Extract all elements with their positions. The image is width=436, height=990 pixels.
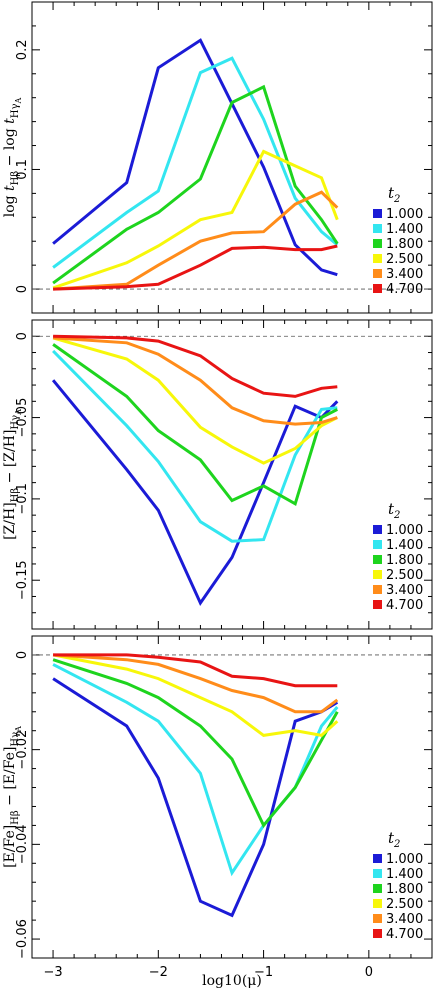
series-line-3.400 xyxy=(53,190,339,291)
panel-3: 0 −0.02 −0.04 −0.06 −3 −2 −1 0 t2 1.0001.4001.800… xyxy=(2,635,433,980)
y-tick-label: −0.06 xyxy=(15,919,30,959)
legend-swatch-4.700 xyxy=(373,929,382,938)
legend-swatch-1.000 xyxy=(373,209,382,218)
y-axis-title-3: [E/Fe]Hβ − [E/Fe]HγA xyxy=(2,726,23,868)
series-line-1.000 xyxy=(52,38,338,277)
legend-swatch-1.800 xyxy=(373,239,382,248)
series-line-1.800 xyxy=(52,658,339,829)
y-axis-title-group: [E/Fe]Hβ − [E/Fe]HγA xyxy=(2,726,23,868)
y-tick-label: 0 xyxy=(15,285,30,293)
legend-label: 1.800 xyxy=(386,553,423,568)
legend-label: 1.000 xyxy=(386,207,423,222)
legend-label: 4.700 xyxy=(386,282,423,297)
plot-frame xyxy=(31,635,433,959)
series-line-2.500 xyxy=(52,653,339,738)
series-line-1.400 xyxy=(52,56,339,269)
series-line-1.400 xyxy=(52,663,339,877)
legend-swatch-1.400 xyxy=(373,224,382,233)
legend-label: 3.400 xyxy=(386,583,423,598)
legend-label: 1.400 xyxy=(386,538,423,553)
legend-label: 1.000 xyxy=(386,852,423,867)
y-tick-label: 0.1 xyxy=(15,159,30,180)
legend-label: 1.400 xyxy=(386,867,423,882)
series-line-3.400 xyxy=(53,336,338,426)
legend-title: t2 xyxy=(388,829,400,850)
legend-label: 1.800 xyxy=(386,237,423,252)
legend-label: 3.400 xyxy=(386,912,423,927)
y-tick-label: 0 xyxy=(15,651,30,659)
legend-title: t2 xyxy=(388,500,400,521)
y-tick-label: 0 xyxy=(15,332,30,340)
legend-label: 4.700 xyxy=(386,598,423,613)
series-line-4.700 xyxy=(53,244,338,291)
legend-swatch-2.500 xyxy=(373,899,382,908)
y-axis-title-1: log tHβ − log tHγA xyxy=(2,98,23,218)
series-line-3.400 xyxy=(53,653,339,714)
plot-frame xyxy=(31,1,433,314)
legend-label: 2.500 xyxy=(386,897,423,912)
legend-label: 3.400 xyxy=(386,267,423,282)
legend-swatch-4.700 xyxy=(373,600,382,609)
y-tick-label: −0.04 xyxy=(15,824,30,864)
legend-swatch-1.400 xyxy=(373,869,382,878)
series-line-2.500 xyxy=(52,149,339,290)
legend-swatch-1.400 xyxy=(373,540,382,549)
y-axis-title-2: [Z/H]Hβ − [Z/H]HγA xyxy=(2,409,23,540)
legend-swatch-1.800 xyxy=(373,555,382,564)
legend-swatch-2.500 xyxy=(373,254,382,263)
legend-swatch-4.700 xyxy=(373,284,382,293)
series-line-2.500 xyxy=(52,336,338,465)
y-tick-label: −0.1 xyxy=(15,483,30,515)
y-tick-label: −0.02 xyxy=(15,730,30,770)
series-line-1.400 xyxy=(52,349,338,543)
series-line-1.000 xyxy=(52,677,339,918)
y-tick-label: −0.05 xyxy=(15,398,30,438)
y-tick-label: −0.15 xyxy=(15,560,30,600)
x-tick-label: −1 xyxy=(254,965,273,980)
series-line-1.000 xyxy=(51,379,339,607)
legend-swatch-3.400 xyxy=(373,914,382,923)
series-line-4.700 xyxy=(53,334,338,398)
legend-swatch-3.400 xyxy=(373,585,382,594)
y-tick-label: 0.2 xyxy=(15,40,30,61)
series-line-1.800 xyxy=(52,343,338,507)
x-tick-label: 0 xyxy=(365,965,373,980)
legend-title: t2 xyxy=(388,184,400,205)
series-line-4.700 xyxy=(53,653,338,688)
x-axis-title: log10(μ) xyxy=(202,973,262,989)
legend-swatch-2.500 xyxy=(373,570,382,579)
x-tick-label: −2 xyxy=(149,965,168,980)
legend-swatch-3.400 xyxy=(373,269,382,278)
legend-swatch-1.000 xyxy=(373,525,382,534)
legend-label: 2.500 xyxy=(386,252,423,267)
legend-swatch-1.000 xyxy=(373,854,382,863)
legend-label: 1.800 xyxy=(386,882,423,897)
panel-2: 0 −0.05 −0.1 −0.15 t2 1.0001.4001.8002.5003.4… xyxy=(2,319,433,630)
legend-label: 2.500 xyxy=(386,568,423,583)
y-axis-title-group: log tHβ − log tHγA xyxy=(2,98,23,218)
y-axis-title-group: [Z/H]Hβ − [Z/H]HγA xyxy=(2,409,23,540)
legend-label: 4.700 xyxy=(386,927,423,942)
plot-frame xyxy=(31,319,433,630)
legend-swatch-1.800 xyxy=(373,884,382,893)
legend-label: 1.000 xyxy=(386,523,423,538)
x-tick-label: −3 xyxy=(43,965,62,980)
series-line-1.800 xyxy=(52,84,339,285)
legend-label: 1.400 xyxy=(386,222,423,237)
